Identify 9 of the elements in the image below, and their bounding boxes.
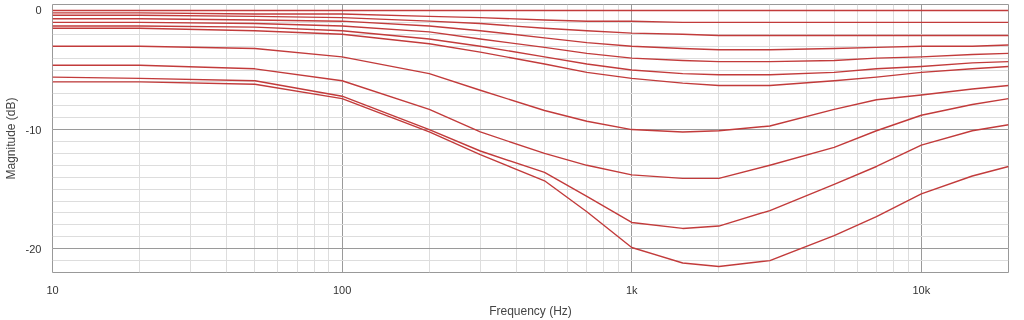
y-tick-label: -10 (25, 123, 42, 136)
x-tick-label: 10 (46, 283, 59, 296)
y-tick-label: 0 (35, 4, 42, 17)
y-tick-label: -20 (25, 242, 42, 255)
x-tick-label: 100 (332, 283, 352, 296)
x-tick-label: 1k (625, 283, 639, 296)
x-tick-label: 10k (912, 283, 931, 296)
y-axis-title: Magnitude (dB) (3, 97, 18, 180)
x-axis-title: Frequency (Hz) (489, 303, 572, 318)
